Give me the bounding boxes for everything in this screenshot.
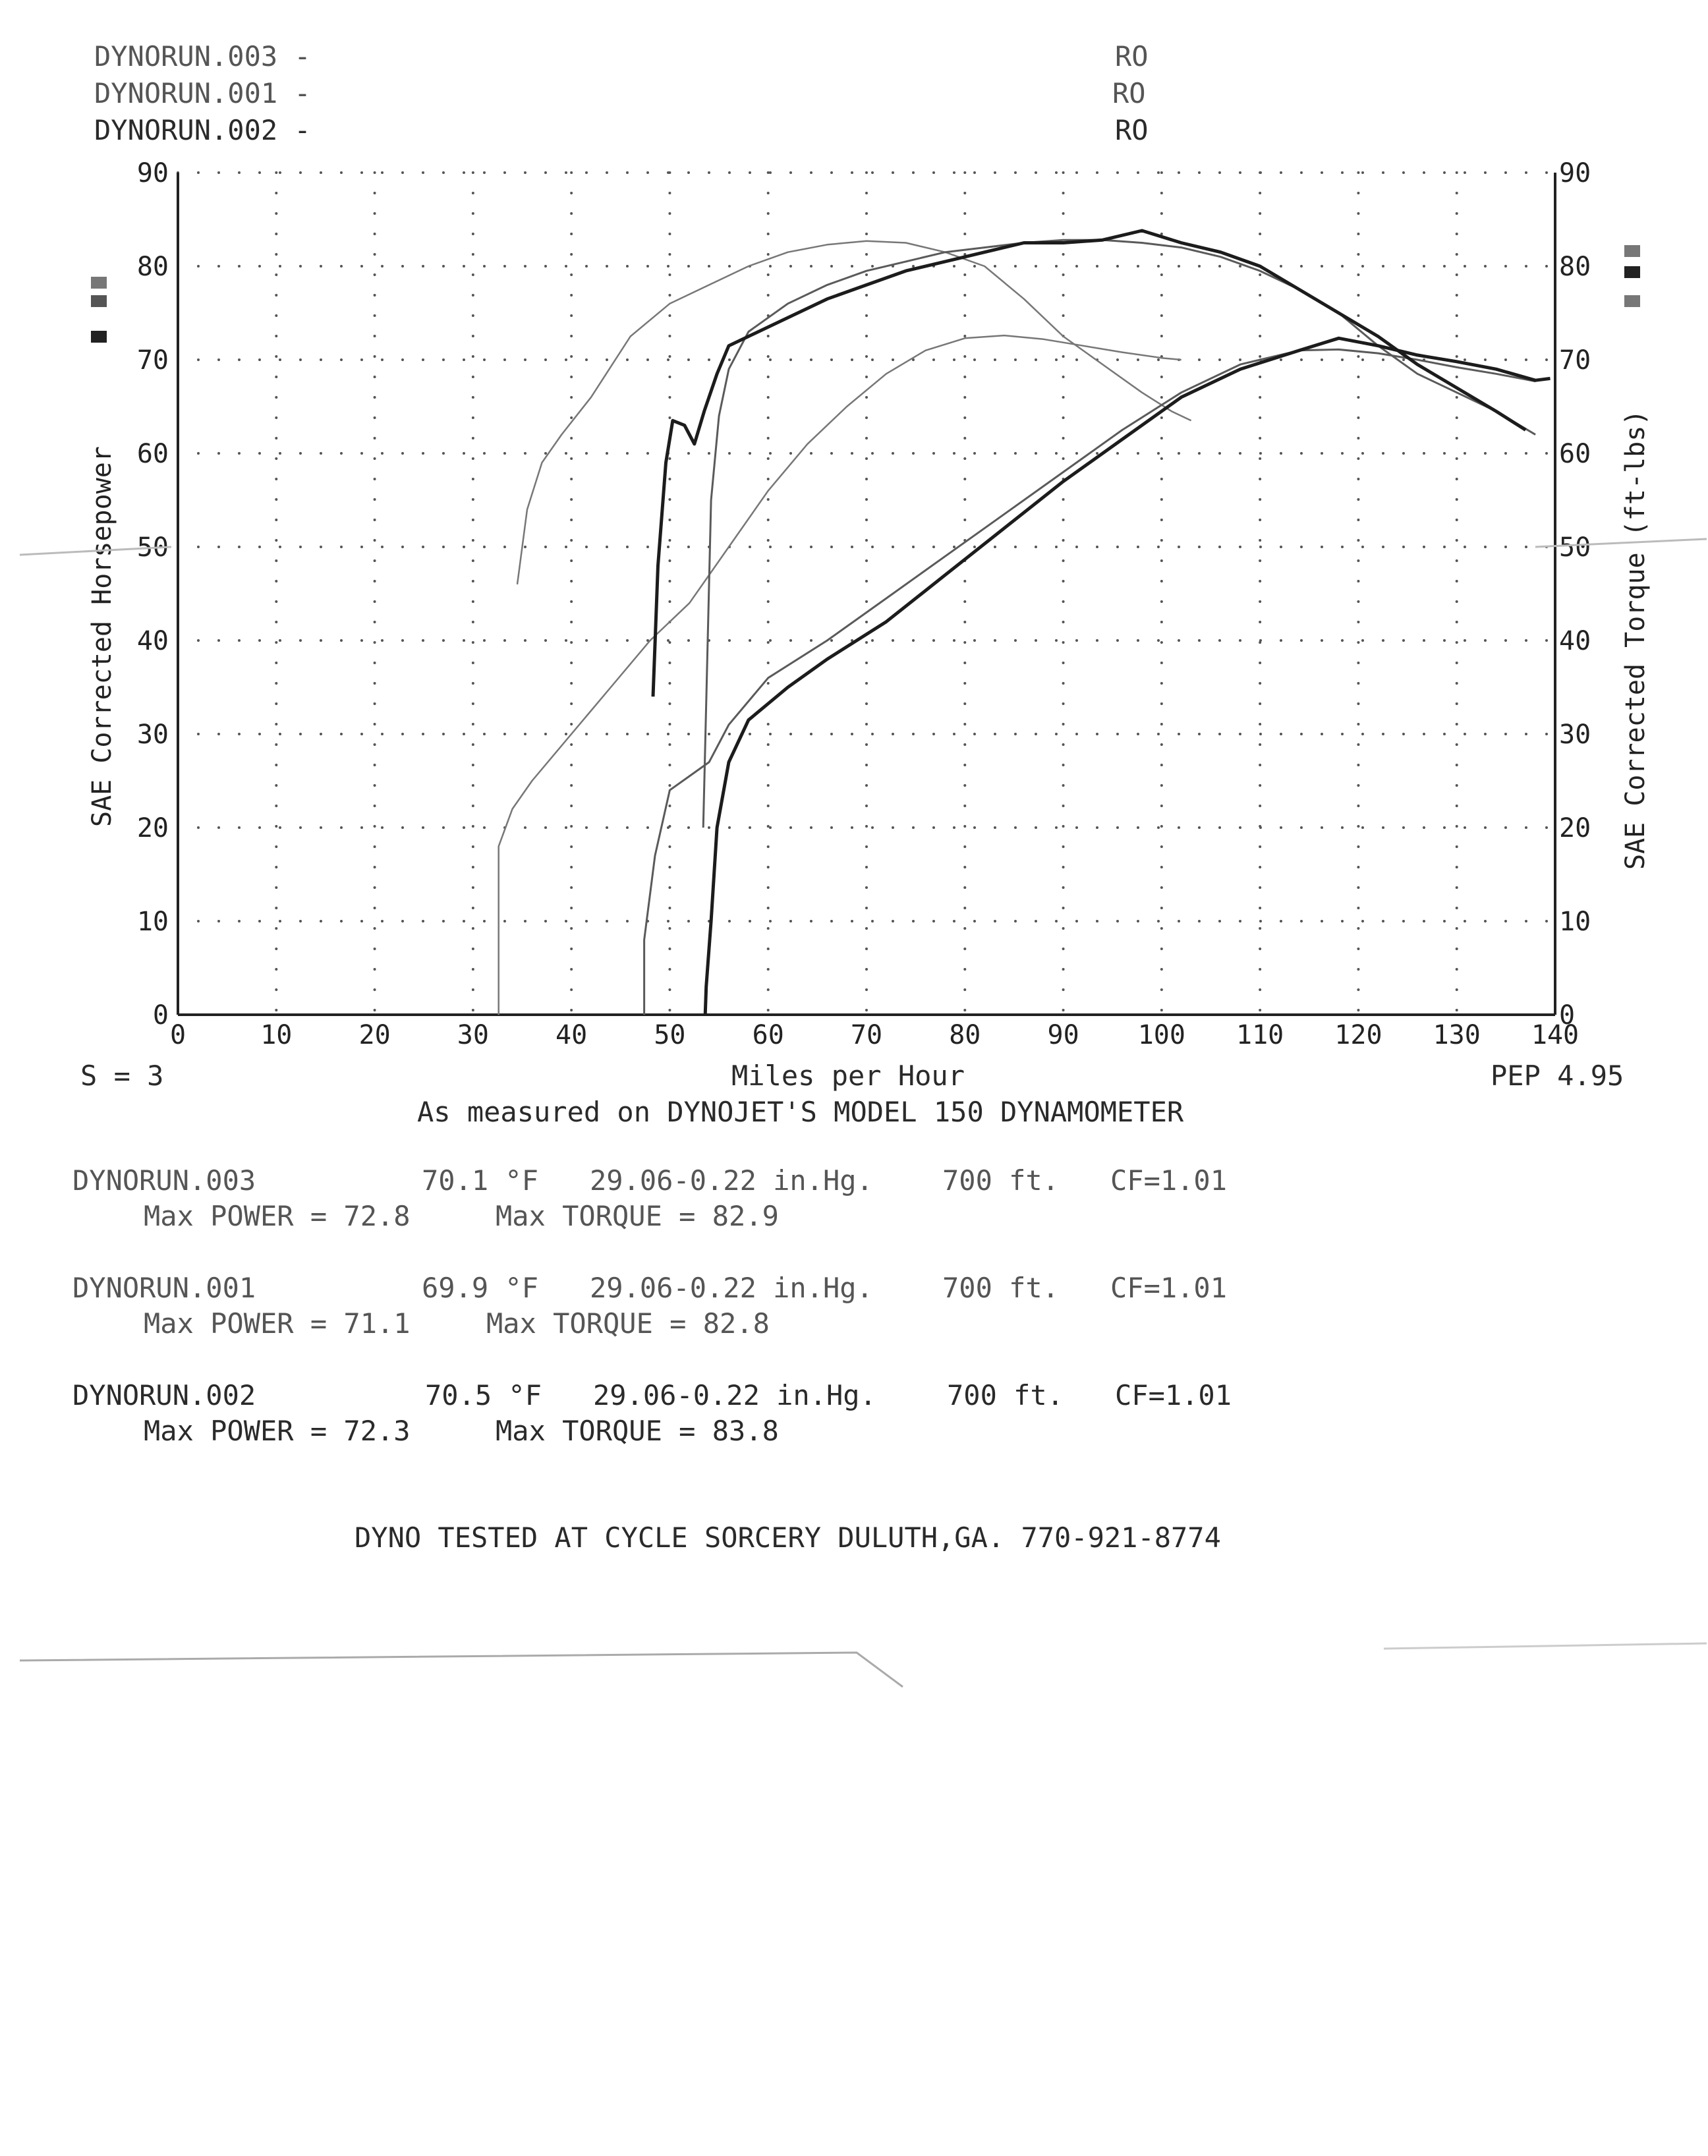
x-tick-label: 0 [170, 1020, 186, 1050]
right-legend-marks [1624, 245, 1640, 307]
x-tick-label: 50 [654, 1020, 685, 1050]
x-tick-label: 10 [260, 1020, 292, 1050]
result-temp: 69.9 °F [422, 1272, 538, 1304]
results-run-002: DYNORUN.002 70.5 °F 29.06-0.22 in.Hg. 70… [72, 1379, 1232, 1447]
run-003-label: DYNORUN.003 - [94, 40, 311, 72]
series-dynorun-002-horsepower [703, 336, 1551, 1015]
y-tick-label-left: 90 [137, 158, 169, 188]
y-tick-label-right: 30 [1559, 720, 1591, 750]
y-tick-label-left: 40 [137, 626, 169, 656]
series-dynorun-002-torque [651, 229, 1527, 697]
run-002-label: DYNORUN.002 - [94, 114, 311, 146]
x-tick-label: 80 [949, 1020, 981, 1050]
x-tick-label: 140 [1531, 1020, 1579, 1050]
y-tick-label-right: 60 [1559, 439, 1591, 469]
y-tick-label-left: 30 [137, 720, 169, 750]
result-baro: 29.06-0.22 in.Hg. [590, 1272, 873, 1304]
result-max-power: Max POWER = 72.3 [144, 1415, 411, 1447]
x-tick-label: 90 [1047, 1020, 1079, 1050]
result-run-name: DYNORUN.002 [72, 1379, 256, 1411]
plot-grid [177, 171, 1556, 1016]
y-tick-label-right: 90 [1559, 158, 1591, 188]
series-dynorun-001-torque [702, 239, 1536, 828]
result-alt: 700 ft. [942, 1164, 1059, 1197]
result-run-name: DYNORUN.003 [72, 1164, 256, 1197]
y-tick-label-right: 80 [1559, 252, 1591, 282]
series-dynorun-001-horsepower [643, 348, 1536, 1015]
fold-mark-right [1535, 538, 1707, 548]
x-tick-label: 130 [1433, 1020, 1481, 1050]
shop-info: DYNO TESTED AT CYCLE SORCERY DULUTH,GA. … [355, 1521, 1221, 1554]
x-tick-label: 20 [358, 1020, 390, 1050]
y-tick-label-right: 40 [1559, 626, 1591, 656]
x-tick-label: 60 [753, 1020, 784, 1050]
y-tick-label-left: 0 [153, 1000, 169, 1031]
x-tick-label: 120 [1334, 1020, 1382, 1050]
series-group [498, 229, 1551, 1015]
result-cf: CF=1.01 [1110, 1272, 1227, 1304]
y-tick-label-left: 20 [137, 813, 169, 843]
result-max-power: Max POWER = 71.1 [144, 1307, 411, 1340]
run-003-tag: RO [1115, 40, 1149, 72]
result-max-torque: Max TORQUE = 82.9 [496, 1200, 779, 1232]
measured-on-label: As measured on DYNOJET'S MODEL 150 DYNAM… [417, 1096, 1184, 1128]
results-run-003: DYNORUN.003 70.1 °F 29.06-0.22 in.Hg. 70… [72, 1164, 1227, 1232]
series-dynorun-003-horsepower [498, 334, 1181, 1015]
x-tick-label: 30 [457, 1020, 489, 1050]
y-tick-label-left: 80 [137, 252, 169, 282]
y-tick-label-left: 60 [137, 439, 169, 469]
fold-crease [19, 1651, 903, 1688]
y-tick-label-right: 20 [1559, 813, 1591, 843]
smoothing-label: S = 3 [80, 1060, 163, 1092]
result-baro: 29.06-0.22 in.Hg. [590, 1164, 873, 1197]
result-baro: 29.06-0.22 in.Hg. [593, 1379, 876, 1411]
version-label: PEP 4.95 [1491, 1060, 1624, 1092]
result-cf: CF=1.01 [1110, 1164, 1227, 1197]
result-alt: 700 ft. [947, 1379, 1064, 1411]
x-tick-label: 40 [555, 1020, 587, 1050]
run-002-tag: RO [1115, 114, 1149, 146]
result-cf: CF=1.01 [1115, 1379, 1232, 1411]
fold-mark-left [19, 546, 172, 556]
series-dynorun-003-torque [516, 240, 1192, 584]
results-run-001: DYNORUN.001 69.9 °F 29.06-0.22 in.Hg. 70… [72, 1272, 1227, 1340]
result-temp: 70.1 °F [422, 1164, 538, 1197]
result-temp: 70.5 °F [425, 1379, 542, 1411]
y-tick-label-left: 70 [137, 345, 169, 376]
x-tick-label: 110 [1236, 1020, 1284, 1050]
left-legend-marks [91, 277, 107, 343]
result-max-torque: Max TORQUE = 82.8 [486, 1307, 770, 1340]
run-001-label: DYNORUN.001 - [94, 77, 311, 109]
result-max-power: Max POWER = 72.8 [144, 1200, 411, 1232]
y-tick-label-right: 50 [1559, 532, 1591, 563]
x-axis-label: Miles per Hour [731, 1060, 965, 1092]
y-tick-label-right: 0 [1559, 1000, 1575, 1031]
y-axis-label-right: SAE Corrected Torque (ft-lbs) [1620, 410, 1651, 870]
run-001-tag: RO [1112, 77, 1146, 109]
result-max-torque: Max TORQUE = 83.8 [496, 1415, 779, 1447]
x-tick-label: 100 [1138, 1020, 1185, 1050]
result-run-name: DYNORUN.001 [72, 1272, 256, 1304]
y-tick-label-right: 10 [1559, 907, 1591, 937]
fold-crease-right [1383, 1642, 1707, 1650]
y-tick-label-left: 10 [137, 907, 169, 937]
x-tick-label: 70 [851, 1020, 882, 1050]
y-tick-label-right: 70 [1559, 345, 1591, 376]
result-alt: 700 ft. [942, 1272, 1059, 1304]
y-axis-label-left: SAE Corrected Horsepower [87, 446, 117, 827]
